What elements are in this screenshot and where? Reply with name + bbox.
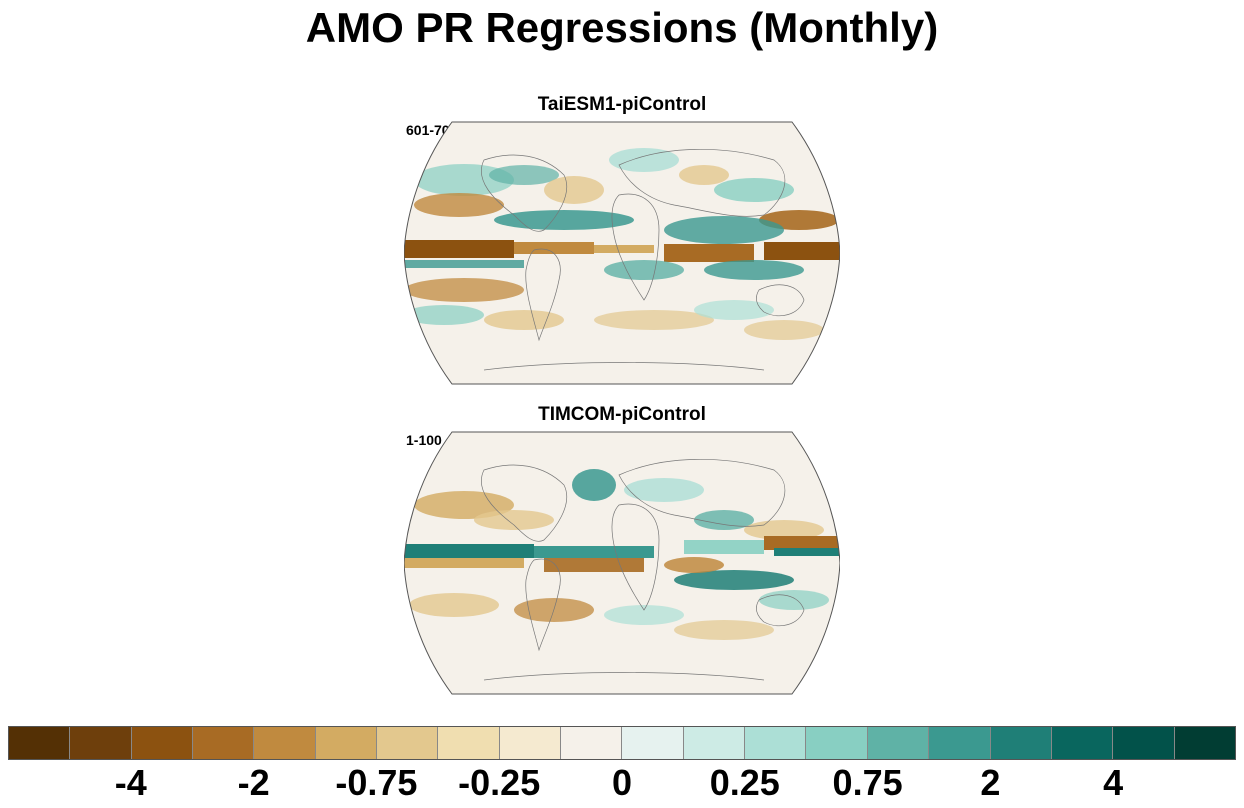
colorbar-swatch-0 [9,727,71,759]
panel-1-title: TaiESM1-piControl [537,94,707,115]
colorbar-swatch-10 [622,727,684,759]
map-panel-1 [404,121,840,385]
colorbar-swatch-15 [929,727,991,759]
colorbar-swatch-16 [990,727,1052,759]
colorbar-swatch-19 [1174,727,1235,759]
colorbar-swatch-6 [377,727,439,759]
colorbar-tick-label: -0.25 [458,762,541,803]
colorbar-swatch-7 [438,727,500,759]
panel-2-title: TIMCOM-piControl [538,404,706,425]
map-panel-2 [404,431,840,695]
colorbar-swatch-2 [131,727,194,759]
colorbar-swatch-4 [254,727,316,759]
colorbar [8,726,1236,760]
colorbar-tick-label: -2 [237,762,270,803]
colorbar-swatch-11 [683,727,746,759]
colorbar-tick-label: -4 [114,762,147,803]
colorbar-tick-label: 0.75 [832,762,903,803]
colorbar-swatch-18 [1113,727,1175,759]
colorbar-swatch-12 [745,727,807,759]
colorbar-tick-label: 4 [1103,762,1124,803]
colorbar-tick-label: 0.25 [709,762,780,803]
colorbar-swatch-3 [193,727,255,759]
colorbar-tick-label: 2 [980,762,1001,803]
colorbar-swatch-8 [499,727,562,759]
panel-2-period: 1-100 [406,432,442,448]
colorbar-tick-label: 0 [611,762,633,803]
colorbar-swatch-13 [806,727,868,759]
figure-title: AMO PR Regressions (Monthly) [305,4,939,51]
colorbar-swatch-17 [1051,727,1114,759]
colorbar-swatch-14 [867,727,930,759]
colorbar-swatch-1 [70,727,132,759]
colorbar-swatch-9 [561,727,623,759]
colorbar-tick-label: -0.75 [335,762,418,803]
colorbar-swatch-5 [315,727,378,759]
